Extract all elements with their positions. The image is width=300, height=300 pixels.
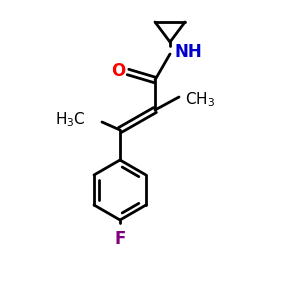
Text: H$_3$C: H$_3$C <box>55 111 86 129</box>
Text: NH: NH <box>174 43 202 61</box>
Text: CH$_3$: CH$_3$ <box>185 91 215 109</box>
Text: F: F <box>114 230 126 248</box>
Text: O: O <box>111 62 125 80</box>
